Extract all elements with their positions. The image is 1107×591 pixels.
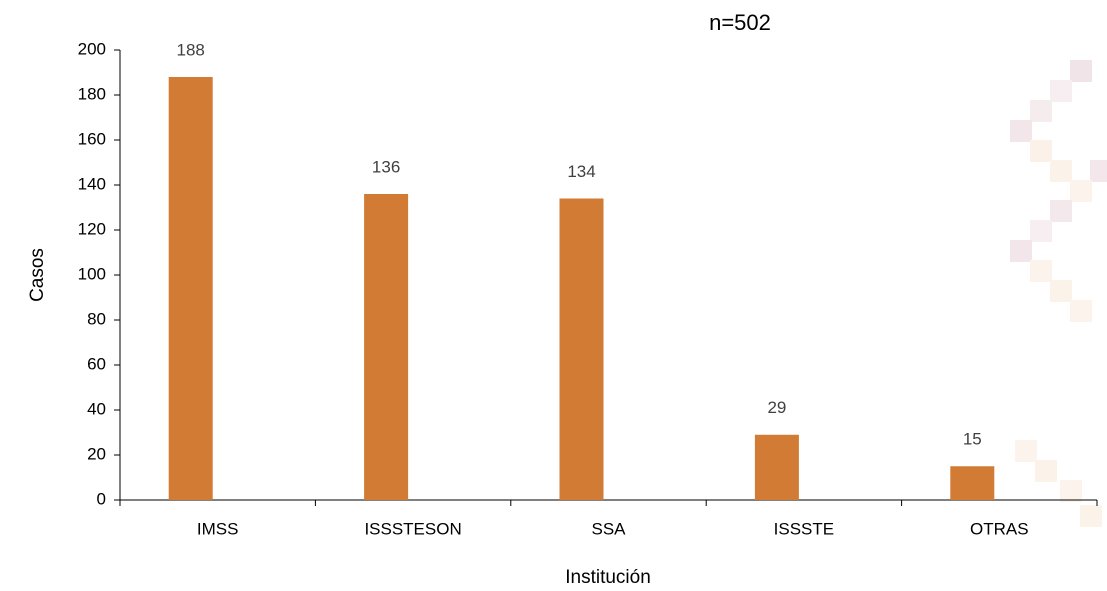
bar <box>754 434 799 500</box>
bar <box>950 466 995 500</box>
bar <box>364 194 409 500</box>
y-tick-label: 140 <box>78 174 106 193</box>
data-label: 29 <box>767 398 786 417</box>
y-tick-label: 0 <box>97 489 106 508</box>
y-tick-label: 180 <box>78 84 106 103</box>
bar <box>168 77 213 500</box>
x-tick-label: SSA <box>591 519 626 538</box>
bar <box>559 198 604 500</box>
y-tick-label: 120 <box>78 219 106 238</box>
x-axis-label: Institución <box>565 567 651 588</box>
y-tick-label: 100 <box>78 264 106 283</box>
x-tick-label: OTRAS <box>970 519 1029 538</box>
data-label: 188 <box>177 40 205 59</box>
y-tick-label: 200 <box>78 39 106 58</box>
data-label: 15 <box>963 430 982 449</box>
x-tick-label: ISSSTE <box>774 519 834 538</box>
x-tick-label: ISSSTESON <box>364 519 461 538</box>
data-label: 136 <box>372 157 400 176</box>
y-tick-label: 160 <box>78 129 106 148</box>
chart-title: n=502 <box>709 10 771 35</box>
x-tick-label: IMSS <box>197 519 239 538</box>
y-tick-label: 60 <box>87 354 106 373</box>
y-tick-label: 80 <box>87 309 106 328</box>
y-tick-label: 40 <box>87 399 106 418</box>
y-tick-label: 20 <box>87 444 106 463</box>
background-pattern <box>1010 60 1107 527</box>
data-label: 134 <box>567 162 595 181</box>
y-axis-label: Casos <box>27 248 48 302</box>
